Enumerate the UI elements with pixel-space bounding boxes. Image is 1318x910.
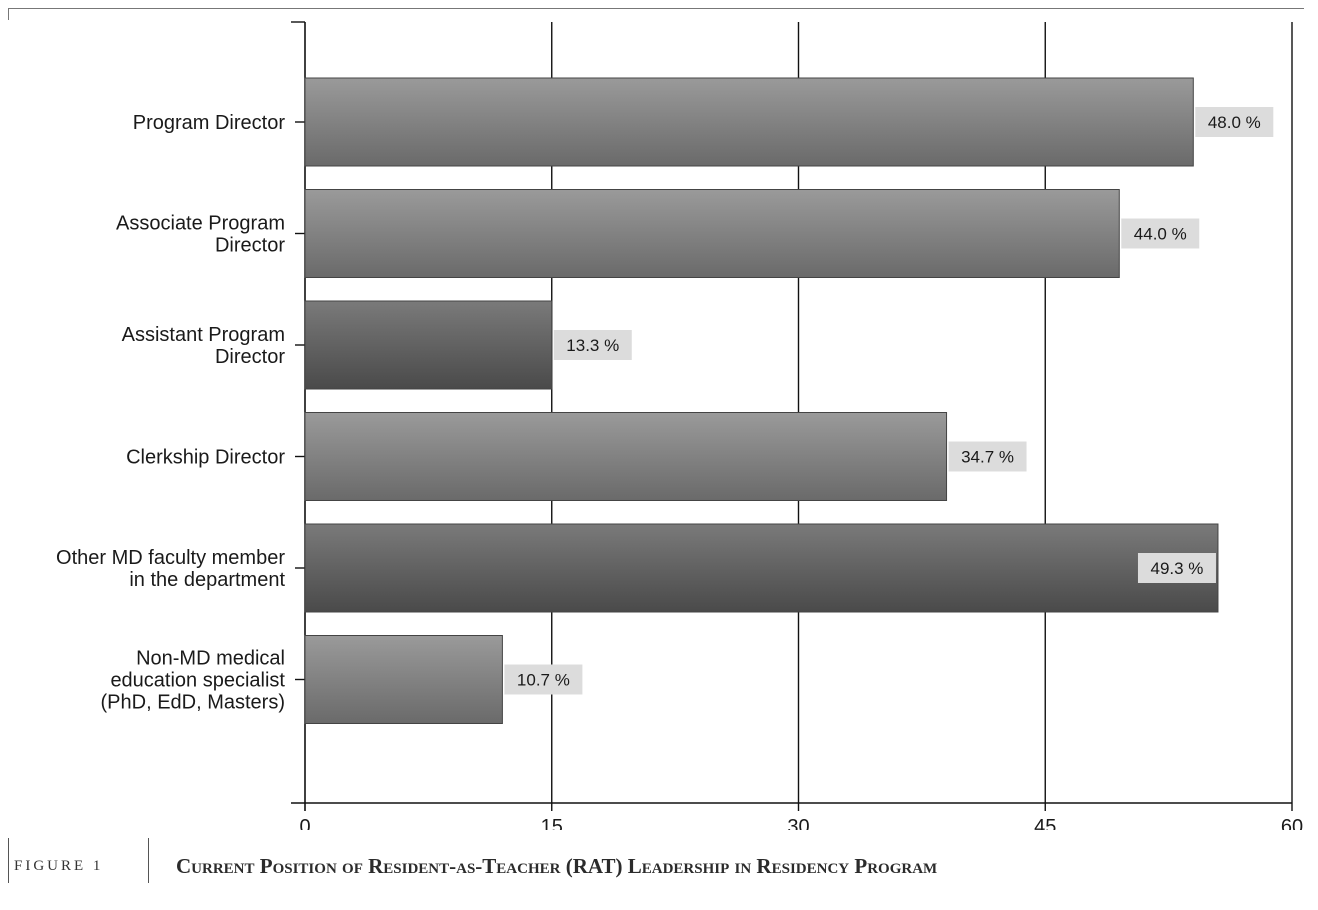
category-label-line: in the department: [129, 569, 285, 591]
category-label-line: education specialist: [110, 670, 285, 692]
value-label-bg-5: [504, 664, 583, 695]
category-label-3: Clerkship Director: [126, 447, 285, 469]
x-tick-label-60: 60: [1281, 816, 1303, 830]
caption-divider: [148, 838, 149, 883]
value-label-bg-4: [1137, 553, 1216, 583]
category-label-line: Program Director: [133, 112, 286, 134]
x-tick-label-30: 30: [787, 816, 809, 830]
figure-title: Current Position of Resident-as-Teacher …: [176, 854, 938, 878]
value-label-3: 34.7 %: [961, 448, 1014, 467]
category-label-line: Assistant Program: [122, 324, 285, 346]
category-label-line: Clerkship Director: [126, 447, 285, 469]
bar-2: [304, 300, 553, 390]
bars: [304, 77, 1219, 724]
figure-caption: FIGURE 1 Current Position of Resident-as…: [0, 838, 1318, 888]
figure-top-border: [8, 8, 1304, 9]
category-label-line: Other MD faculty member: [56, 547, 285, 569]
bar-1: [304, 189, 1120, 278]
value-label-0: 48.0 %: [1208, 113, 1261, 132]
category-label-0: Program Director: [133, 112, 286, 134]
x-tick-label-15: 15: [541, 816, 563, 830]
category-label-1: Associate Program Director: [116, 213, 285, 257]
value-label-bg-3: [948, 441, 1027, 472]
figure-number: FIGURE 1: [14, 858, 104, 874]
value-label-bg-0: [1195, 107, 1274, 137]
bar-5: [304, 635, 503, 724]
bar-3: [304, 412, 948, 501]
category-label-4: Other MD faculty member in the department: [56, 547, 285, 591]
category-label-line: Director: [215, 346, 285, 368]
x-tick-label-45: 45: [1034, 816, 1056, 830]
value-label-bg-2: [553, 330, 632, 360]
value-label-1: 44.0 %: [1134, 225, 1187, 244]
category-label-line: Director: [215, 235, 285, 257]
value-label-2: 13.3 %: [566, 336, 619, 355]
x-tick-label-0: 0: [299, 816, 310, 830]
category-label-line: (PhD, EdD, Masters): [101, 692, 285, 714]
value-label-bg-1: [1121, 218, 1200, 249]
category-label-line: Associate Program: [116, 213, 285, 235]
value-label-5: 10.7 %: [517, 671, 570, 690]
category-label-line: Non-MD medical: [136, 648, 285, 670]
tick-labels: 0 15 30 45 60: [299, 816, 1303, 830]
category-label-2: Assistant Program Director: [122, 324, 286, 368]
caption-left-rule: [8, 838, 9, 883]
bar-4: [304, 523, 1219, 613]
value-labels: 48.0 % 44.0 % 13.3 % 34.7 % 49.3 % 10.7 %: [504, 107, 1274, 695]
value-label-4: 49.3 %: [1151, 559, 1204, 578]
bar-0: [304, 77, 1194, 167]
category-label-5: Non-MD medical education specialist (PhD, …: [101, 648, 286, 714]
figure-top-corner: [8, 8, 9, 20]
